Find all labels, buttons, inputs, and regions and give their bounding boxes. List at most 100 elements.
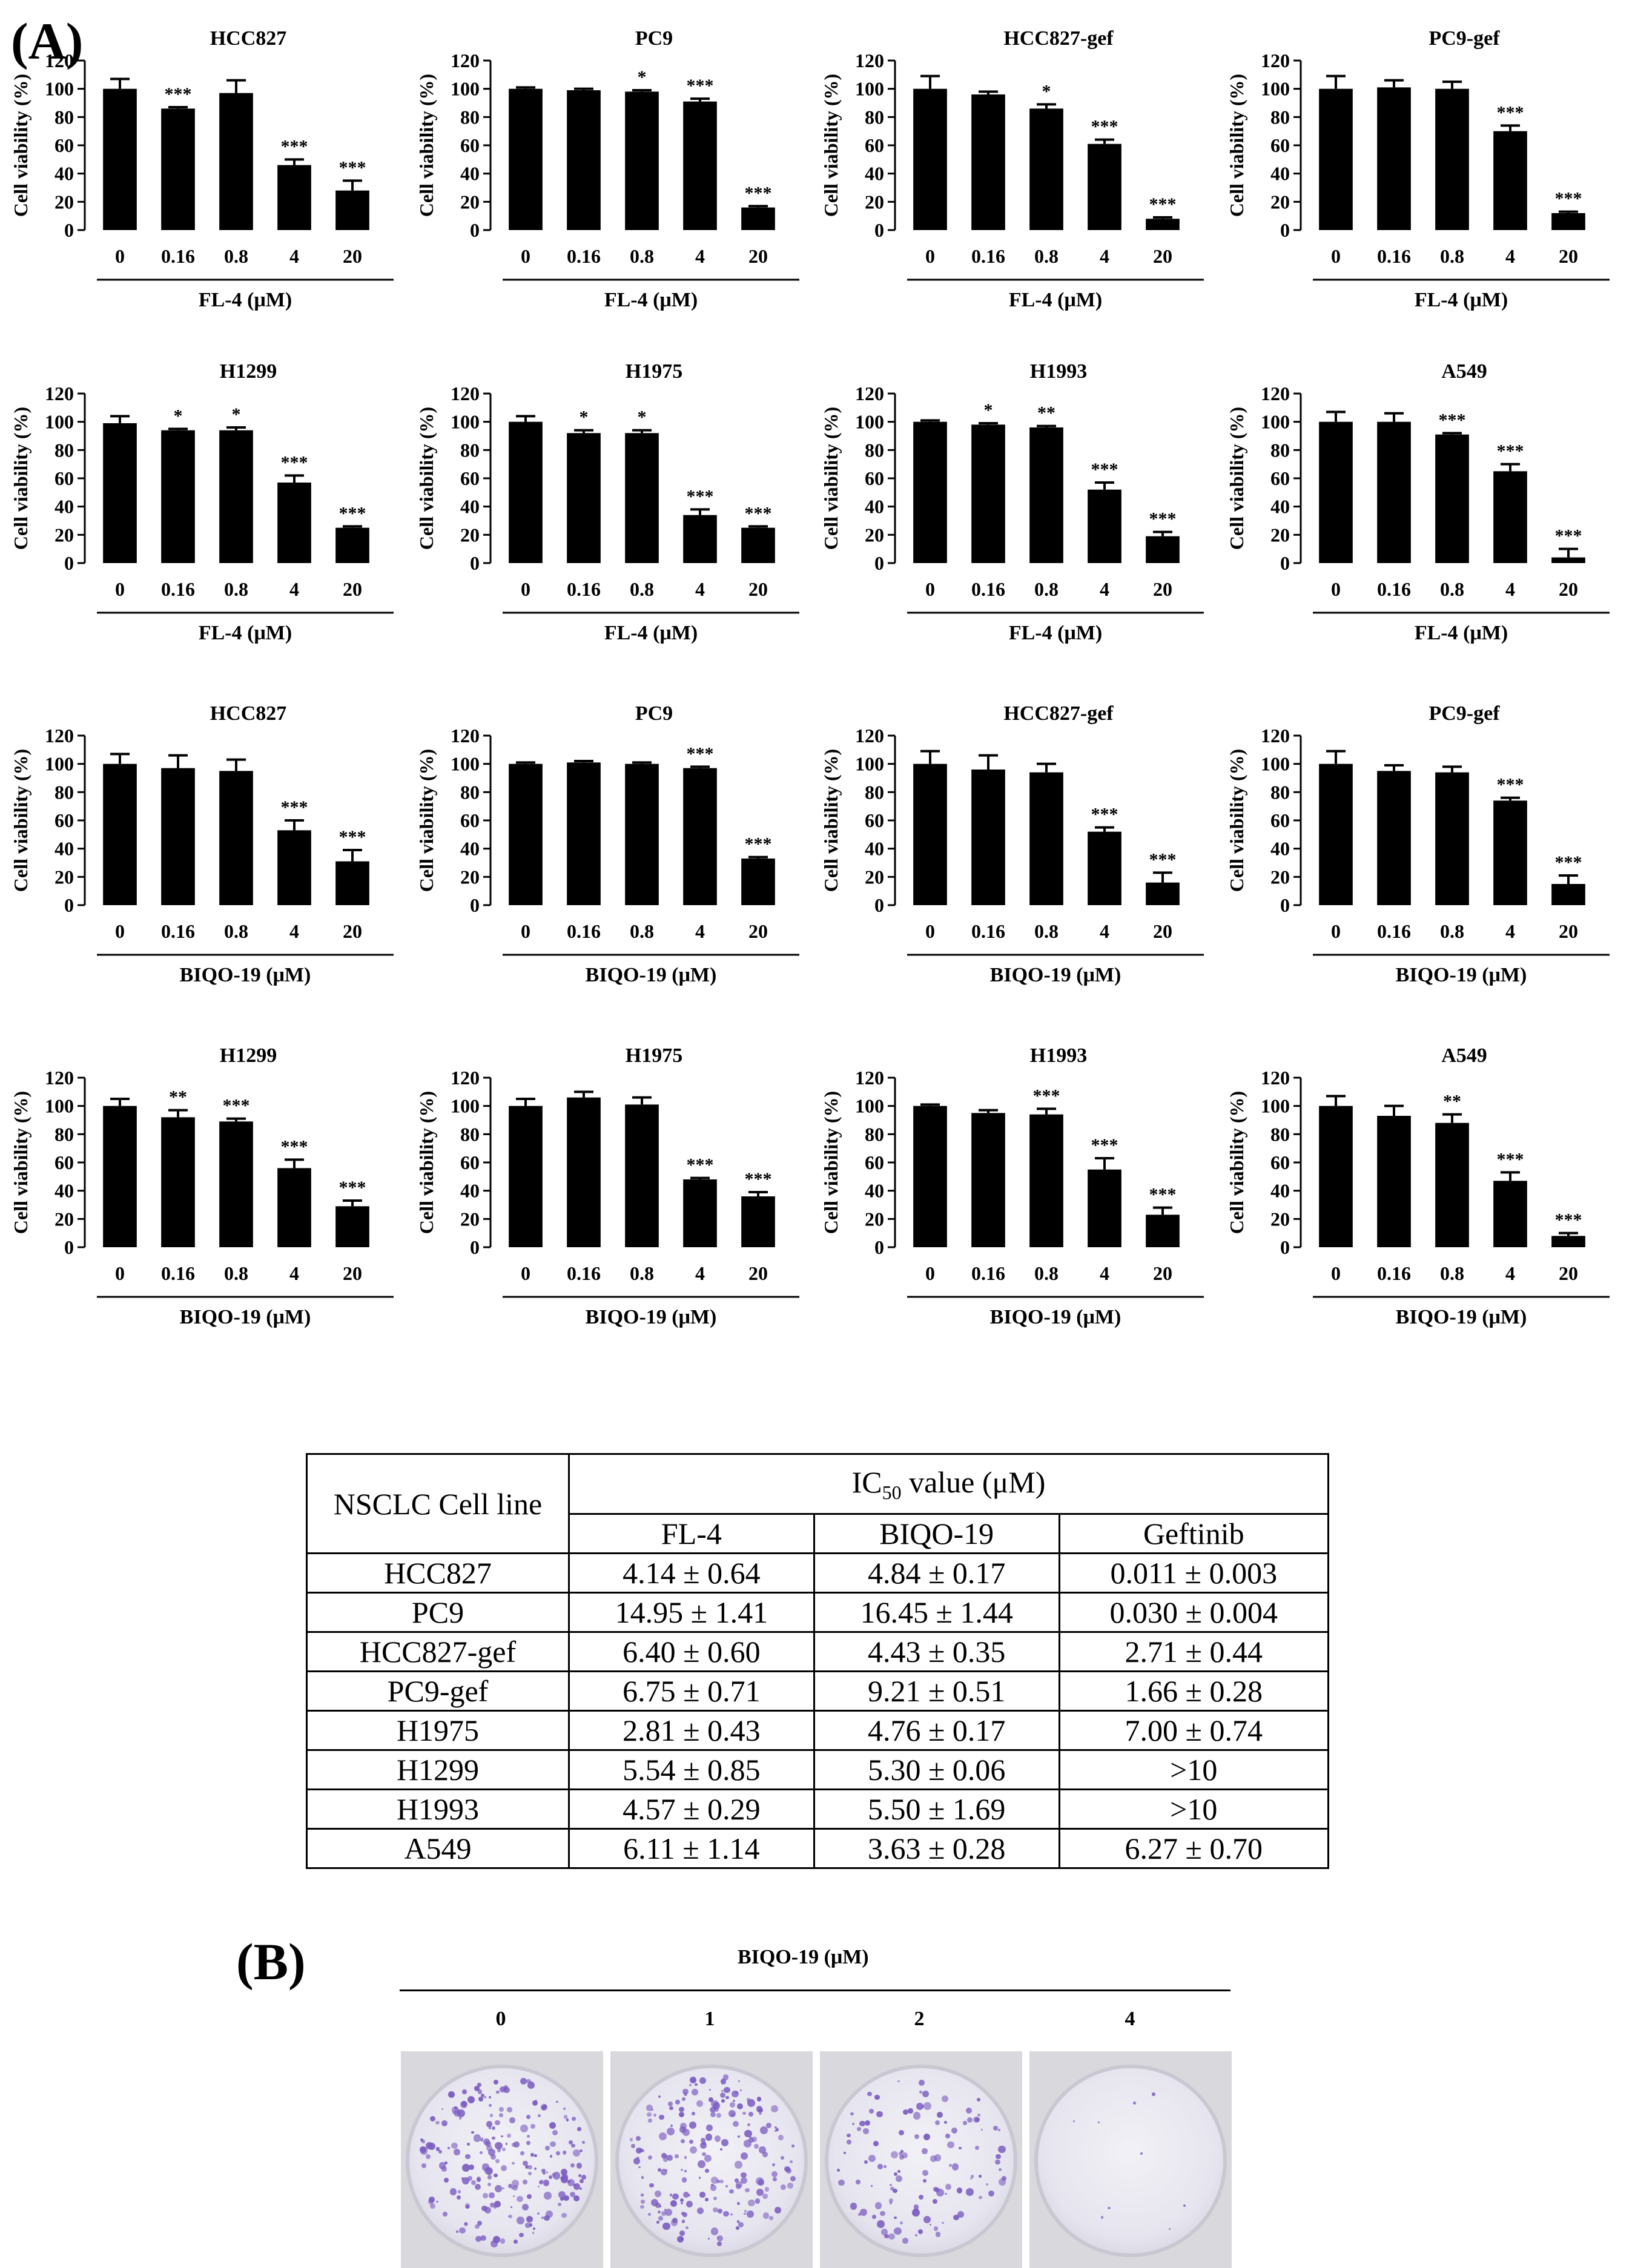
y-tick-label: 0 [64, 894, 74, 916]
colony-dot [526, 2215, 533, 2223]
x-axis-label: BIQO-19 (μM) [180, 964, 311, 986]
cell-line-name: HCC827 [306, 1552, 570, 1594]
colony-dot [661, 2153, 667, 2158]
x-tick-label: 0.16 [971, 578, 1005, 600]
colony-dot [710, 2227, 718, 2235]
colony-dot [704, 2155, 712, 2163]
colony-dot [545, 2210, 553, 2218]
x-tick-label: 0.8 [1440, 578, 1464, 600]
colony-dot [517, 2195, 523, 2203]
y-tick-label: 40 [54, 1180, 74, 1202]
colony-dot [538, 2180, 544, 2185]
y-tick-label: 60 [54, 1152, 74, 1173]
colony-dot [512, 2143, 516, 2147]
significance-label: *** [687, 76, 714, 96]
x-axis-label: FL-4 (μM) [1415, 289, 1508, 311]
colony-dot [874, 2202, 882, 2210]
colony-dot [549, 2155, 553, 2158]
colony-dot [922, 2105, 925, 2108]
y-tick-label: 100 [855, 411, 884, 433]
colony-dot [914, 2134, 920, 2140]
y-tick-label: 40 [460, 838, 480, 860]
colony-dot [733, 2100, 735, 2102]
colony-dot [639, 2204, 644, 2209]
colony-dot [719, 2148, 722, 2151]
petri-plate [1034, 2065, 1227, 2257]
chart-title: PC9 [635, 702, 673, 725]
colony-dot [532, 2232, 534, 2234]
colony-dot [722, 2074, 729, 2080]
colony-dot [900, 2150, 904, 2153]
significance-label: *** [1091, 460, 1118, 480]
y-tick-label: 20 [865, 524, 884, 546]
colony-dot [670, 2219, 678, 2226]
colony-dot [897, 2080, 900, 2083]
colony-dot [537, 2212, 540, 2215]
colony-dot [486, 2144, 493, 2151]
colony-dot [530, 2123, 535, 2129]
y-tick-label: 100 [45, 411, 74, 433]
x-tick-label: 0.8 [1440, 1262, 1464, 1284]
colony-dot [647, 2112, 652, 2117]
colony-dot [748, 2135, 751, 2139]
colony-dot [751, 2137, 757, 2142]
colony-dot [658, 2095, 661, 2098]
x-tick-label: 0 [1331, 920, 1341, 942]
colony-dot [923, 2133, 931, 2140]
colony-dot [489, 2114, 494, 2117]
ic50-cell: 4.84 ± 0.17 [813, 1552, 1060, 1594]
colony-dot [466, 2143, 470, 2146]
colony-dot [1001, 2176, 1006, 2181]
colony-dot [876, 2111, 883, 2118]
y-tick-label: 0 [470, 552, 480, 574]
bar [1029, 427, 1063, 563]
colony-dot [747, 2099, 755, 2108]
colony-dot [662, 2222, 670, 2230]
colony-dot [945, 2192, 947, 2195]
y-tick-label: 40 [865, 1180, 884, 1202]
y-tick-label: 0 [64, 1236, 74, 1258]
colony-dot [1151, 2092, 1155, 2096]
bar [625, 91, 659, 230]
y-tick-label: 80 [460, 106, 480, 128]
bar [103, 423, 137, 563]
colony-dot [489, 2104, 492, 2108]
y-tick-label: 0 [874, 1236, 884, 1258]
colony-dot [509, 2117, 515, 2123]
x-axis-label: FL-4 (μM) [604, 289, 698, 311]
colony-dot [502, 2187, 505, 2190]
colony-dot [735, 2226, 740, 2230]
colony-dot [449, 2188, 457, 2195]
colony-dot [438, 2150, 443, 2154]
y-tick-label: 100 [45, 78, 74, 100]
colony-dot [513, 2240, 518, 2244]
colony-dot [880, 2210, 885, 2217]
colony-dot [659, 2114, 664, 2120]
colony-dot [524, 2223, 530, 2229]
colony-dot [682, 2129, 690, 2136]
x-tick-label: 4 [289, 920, 299, 942]
y-tick-label: 20 [1270, 524, 1290, 546]
colony-dot [499, 2113, 503, 2117]
bar [1377, 771, 1411, 905]
y-tick-label: 80 [54, 1123, 74, 1145]
colony-dot [919, 2194, 924, 2200]
colony-dot [999, 2167, 1002, 2172]
colony-dot [669, 2106, 673, 2110]
ic50-cell: 5.54 ± 0.85 [568, 1749, 815, 1790]
colony-dot [890, 2187, 894, 2191]
colony-dot [503, 2086, 510, 2094]
colony-dot [478, 2097, 484, 2102]
colony-dot [681, 2177, 687, 2183]
colony-dot [534, 2154, 538, 2158]
colony-dot [464, 2221, 469, 2226]
colony-dot [682, 2220, 685, 2223]
significance-label: *** [1555, 852, 1582, 872]
significance-label: * [1042, 81, 1051, 101]
colony-dot [582, 2140, 586, 2144]
y-tick-label: 40 [865, 838, 884, 860]
colony-dot [930, 2223, 932, 2226]
colony-dot [870, 2184, 873, 2187]
y-tick-label: 0 [1280, 894, 1290, 916]
y-tick-label: 0 [1280, 552, 1290, 574]
